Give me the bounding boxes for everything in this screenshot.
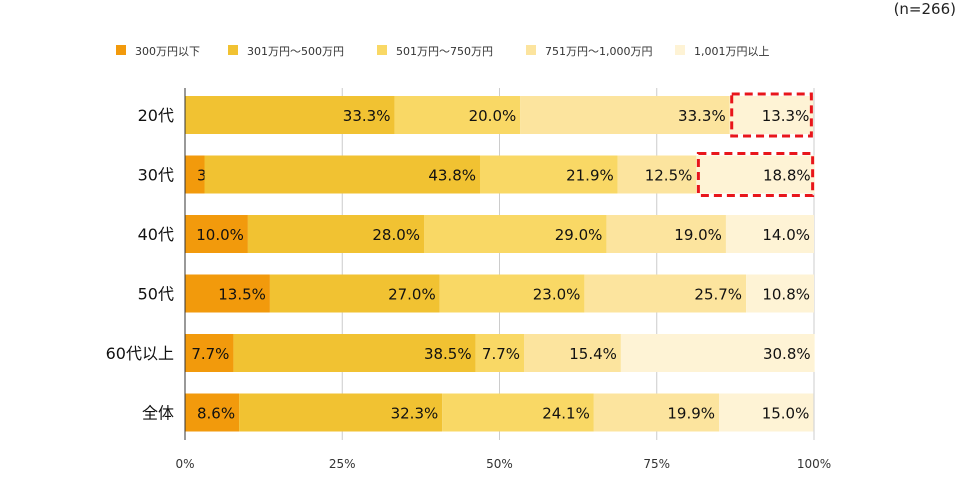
bar-segment (269, 274, 440, 313)
data-label: 28.0% (372, 226, 420, 244)
x-tick-label: 75% (643, 457, 670, 471)
data-label: 24.1% (542, 405, 590, 423)
bar-segment (593, 393, 720, 432)
legend-swatch (675, 45, 685, 55)
data-label: 19.9% (667, 405, 715, 423)
legend-label: 1,001万円以上 (694, 45, 770, 58)
bar-segment (185, 215, 248, 253)
category-label: 全体 (142, 404, 174, 423)
highlight-box (730, 92, 813, 138)
bar-segment (439, 274, 585, 313)
x-tick-label: 50% (486, 457, 513, 471)
bar-segment (185, 274, 270, 313)
data-label: 43.8% (428, 167, 476, 185)
data-label: 32.3% (391, 405, 439, 423)
data-label: 23.0% (533, 286, 581, 304)
bar-segment (239, 393, 443, 432)
bar-segment (185, 393, 240, 432)
bar-segment (729, 96, 814, 134)
category-label: 30代 (138, 166, 174, 185)
data-label: 33.3% (343, 107, 391, 125)
data-label: 10.0% (196, 226, 244, 244)
bar-segment (394, 96, 521, 134)
data-label: 13.3% (762, 107, 810, 125)
bar-segment (185, 155, 205, 194)
data-label: 29.0% (555, 226, 603, 244)
data-label: 19.0% (674, 226, 722, 244)
data-label: 10.8% (762, 286, 810, 304)
legend-label: 501万円～750万円 (396, 45, 493, 58)
data-label: 20.0% (469, 107, 517, 125)
legend-label: 300万円以下 (135, 45, 200, 58)
highlight-box (696, 152, 815, 197)
category-label: 40代 (138, 225, 174, 244)
bar-segment (475, 334, 525, 372)
category-label: 50代 (138, 285, 174, 304)
x-tick-label: 25% (329, 457, 356, 471)
x-tick-label: 100% (797, 457, 831, 471)
bar-segment (185, 334, 234, 372)
bar-segment (725, 215, 814, 253)
bar-segment (185, 96, 395, 134)
category-label: 60代以上 (106, 344, 174, 363)
bar-segment (204, 155, 481, 194)
bar-segment (233, 334, 476, 372)
data-label: 7.7% (191, 345, 229, 363)
category-label: 20代 (138, 106, 174, 125)
bar-segment (247, 215, 425, 253)
legend-label: 301万円～500万円 (247, 45, 344, 58)
legend-swatch (228, 45, 238, 55)
data-label: 27.0% (388, 286, 436, 304)
bar-segment (617, 155, 697, 194)
data-label: 15.0% (762, 405, 810, 423)
legend-swatch (116, 45, 126, 55)
legend-swatch (526, 45, 536, 55)
bar-segment (584, 274, 747, 313)
data-label: 14.0% (762, 226, 810, 244)
data-label: 15.4% (569, 345, 617, 363)
legend-swatch (377, 45, 387, 55)
data-label: 25.7% (694, 286, 742, 304)
bar-segment (442, 393, 594, 432)
sample-size-note: (n=266) (893, 0, 956, 18)
legend-label: 751万円～1,000万円 (545, 45, 653, 58)
data-label: 7.7% (482, 345, 520, 363)
data-label: 38.5% (424, 345, 472, 363)
x-tick-label: 0% (175, 457, 194, 471)
data-label: 12.5% (645, 167, 693, 185)
data-label: 30.8% (763, 345, 811, 363)
bar-segment (620, 334, 815, 372)
data-label: 13.5% (218, 286, 266, 304)
bar-segment (719, 393, 814, 432)
bar-segment (524, 334, 621, 372)
bar-segment (520, 96, 730, 134)
bar-segment (696, 155, 815, 194)
data-label: 33.3% (678, 107, 726, 125)
bar-segment (606, 215, 726, 253)
data-label: 8.6% (197, 405, 235, 423)
bar-segment (480, 155, 618, 194)
bar-segment (746, 274, 814, 313)
bar-segment (424, 215, 607, 253)
data-label: 18.8% (763, 167, 811, 185)
data-label: 21.9% (566, 167, 614, 185)
